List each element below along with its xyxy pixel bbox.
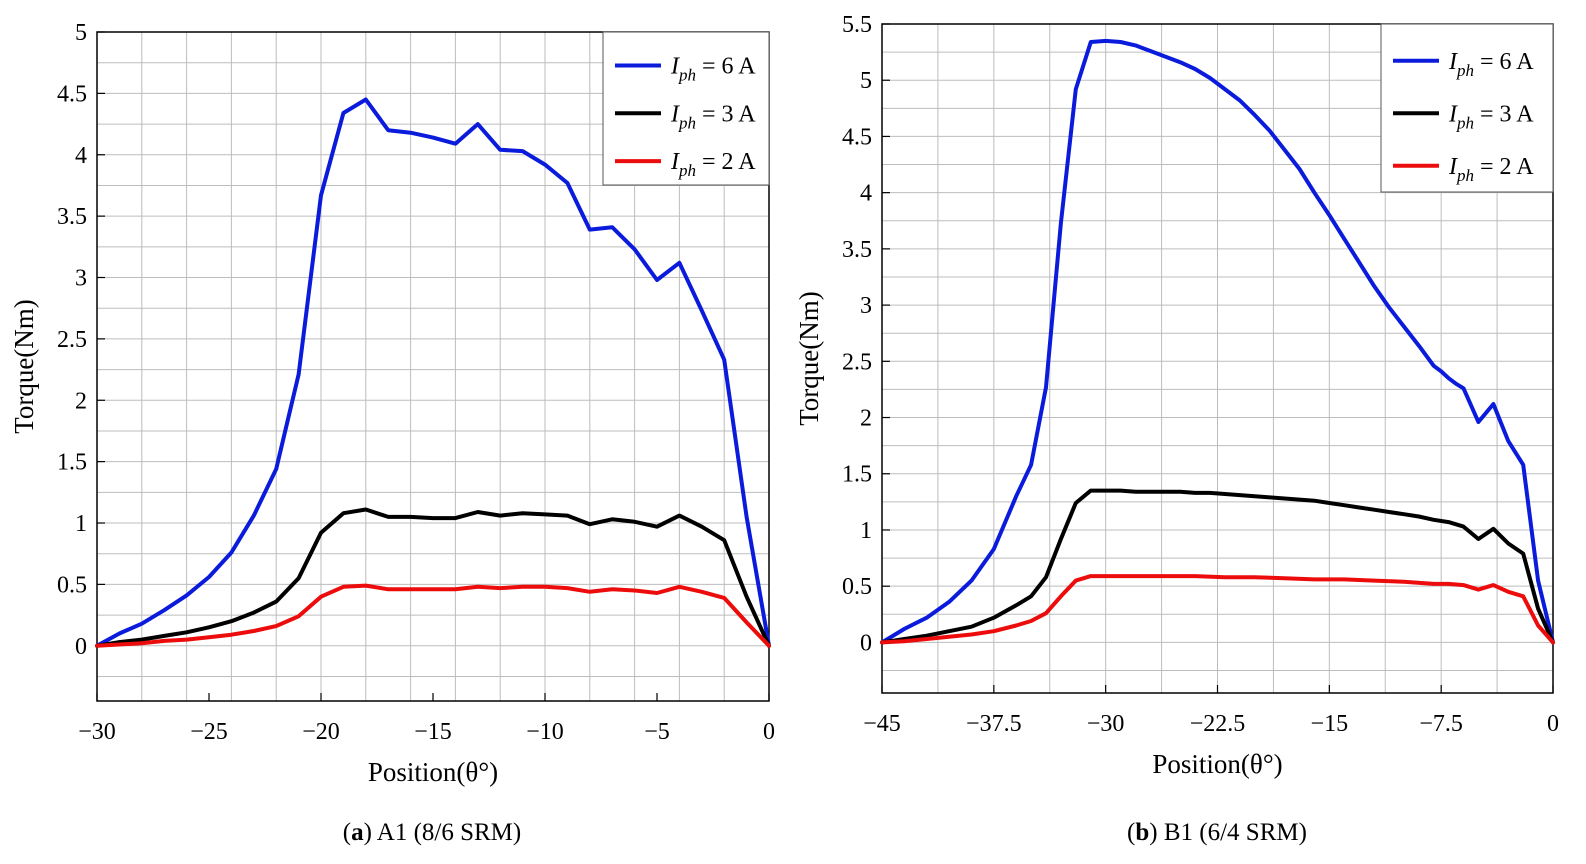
y-tick-label: 2.5 (57, 327, 87, 353)
y-tick-label: 2.5 (842, 349, 872, 375)
y-tick-label: 5 (860, 68, 872, 94)
x-tick-label: −25 (190, 719, 228, 745)
x-tick-label: 0 (1547, 711, 1559, 737)
series-line-6A (95, 97, 771, 648)
y-tick-label: 4 (860, 181, 872, 207)
x-tick-label: −30 (78, 719, 116, 745)
y-tick-label: 0.5 (57, 572, 87, 598)
y-tick-label: 3 (860, 293, 872, 319)
x-axis-label: Position(θ°) (1152, 749, 1282, 779)
caption-b-text: B1 (6/4 SRM) (1164, 819, 1307, 846)
y-tick-label: 0 (860, 630, 872, 656)
x-tick-label: −15 (1311, 711, 1349, 737)
series-line-3A (95, 507, 771, 648)
panel-a: −30 −25 −20 −15 −10 −5 0 0 0.5 1 1.5 2 2.5 3 3.5 4 4.5 5 P… (9, 20, 775, 787)
y-tick-label: 1 (860, 518, 872, 544)
y-tick-label: 3.5 (57, 204, 87, 230)
series-line-6A (880, 38, 1555, 645)
x-tick-label: −10 (526, 719, 564, 745)
y-tick-label: 0.5 (842, 574, 872, 600)
y-tick-label: 5 (75, 20, 87, 46)
caption-b: (b) B1 (6/4 SRM) (1127, 819, 1307, 846)
legend-label: Iph = 2 A (1448, 154, 1534, 185)
legend-label: Iph = 6 A (670, 53, 756, 84)
legend-label: Iph = 2 A (670, 149, 756, 180)
y-tick-label: 2 (860, 406, 872, 432)
y-tick-label: 3 (75, 266, 87, 292)
x-tick-label: 0 (763, 719, 775, 745)
y-tick-label: 3.5 (842, 237, 872, 263)
y-tick-label: 1 (75, 511, 87, 537)
y-tick-label: 0 (75, 634, 87, 660)
y-tick-label: 1.5 (57, 450, 87, 476)
x-axis-label: Position(θ°) (368, 757, 498, 787)
caption-a-text: A1 (8/6 SRM) (377, 819, 521, 846)
x-tick-label: −37.5 (966, 711, 1022, 737)
series-line-2A (95, 583, 771, 648)
legend-label: Iph = 3 A (670, 101, 756, 132)
y-tick-label: 4.5 (842, 124, 872, 150)
x-tick-label: −20 (302, 719, 340, 745)
panel-b: −45 −37.5 −30 −22.5 −15 −7.5 0 0 0.5 1 1.5 2 2.5 3 3.5… (794, 12, 1559, 779)
legend-label: Iph = 6 A (1448, 49, 1534, 80)
x-tick-label: −22.5 (1190, 711, 1246, 737)
x-tick-label: −7.5 (1419, 711, 1463, 737)
y-tick-label: 2 (75, 388, 87, 414)
x-tick-label: −45 (863, 711, 901, 737)
series-line-3A (880, 488, 1555, 645)
x-tick-label: −15 (414, 719, 452, 745)
y-axis-label: Torque(Nm) (9, 299, 39, 434)
x-tick-label: −5 (644, 719, 670, 745)
y-tick-label: 4 (75, 143, 87, 169)
caption-a: (a) A1 (8/6 SRM) (343, 819, 522, 846)
legend: Iph = 6 A Iph = 3 A Iph = 2 A (602, 31, 770, 186)
y-tick-label: 1.5 (842, 462, 872, 488)
caption-b-letter: b (1135, 819, 1149, 846)
legend: Iph = 6 A Iph = 3 A Iph = 2 A (1380, 23, 1554, 193)
caption-a-letter: a (351, 819, 364, 846)
y-tick-label: 4.5 (57, 81, 87, 107)
y-tick-label: 5.5 (842, 12, 872, 38)
y-axis-label: Torque(Nm) (794, 291, 824, 426)
x-tick-label: −30 (1087, 711, 1125, 737)
legend-label: Iph = 3 A (1448, 101, 1534, 132)
series-line-2A (880, 574, 1555, 645)
